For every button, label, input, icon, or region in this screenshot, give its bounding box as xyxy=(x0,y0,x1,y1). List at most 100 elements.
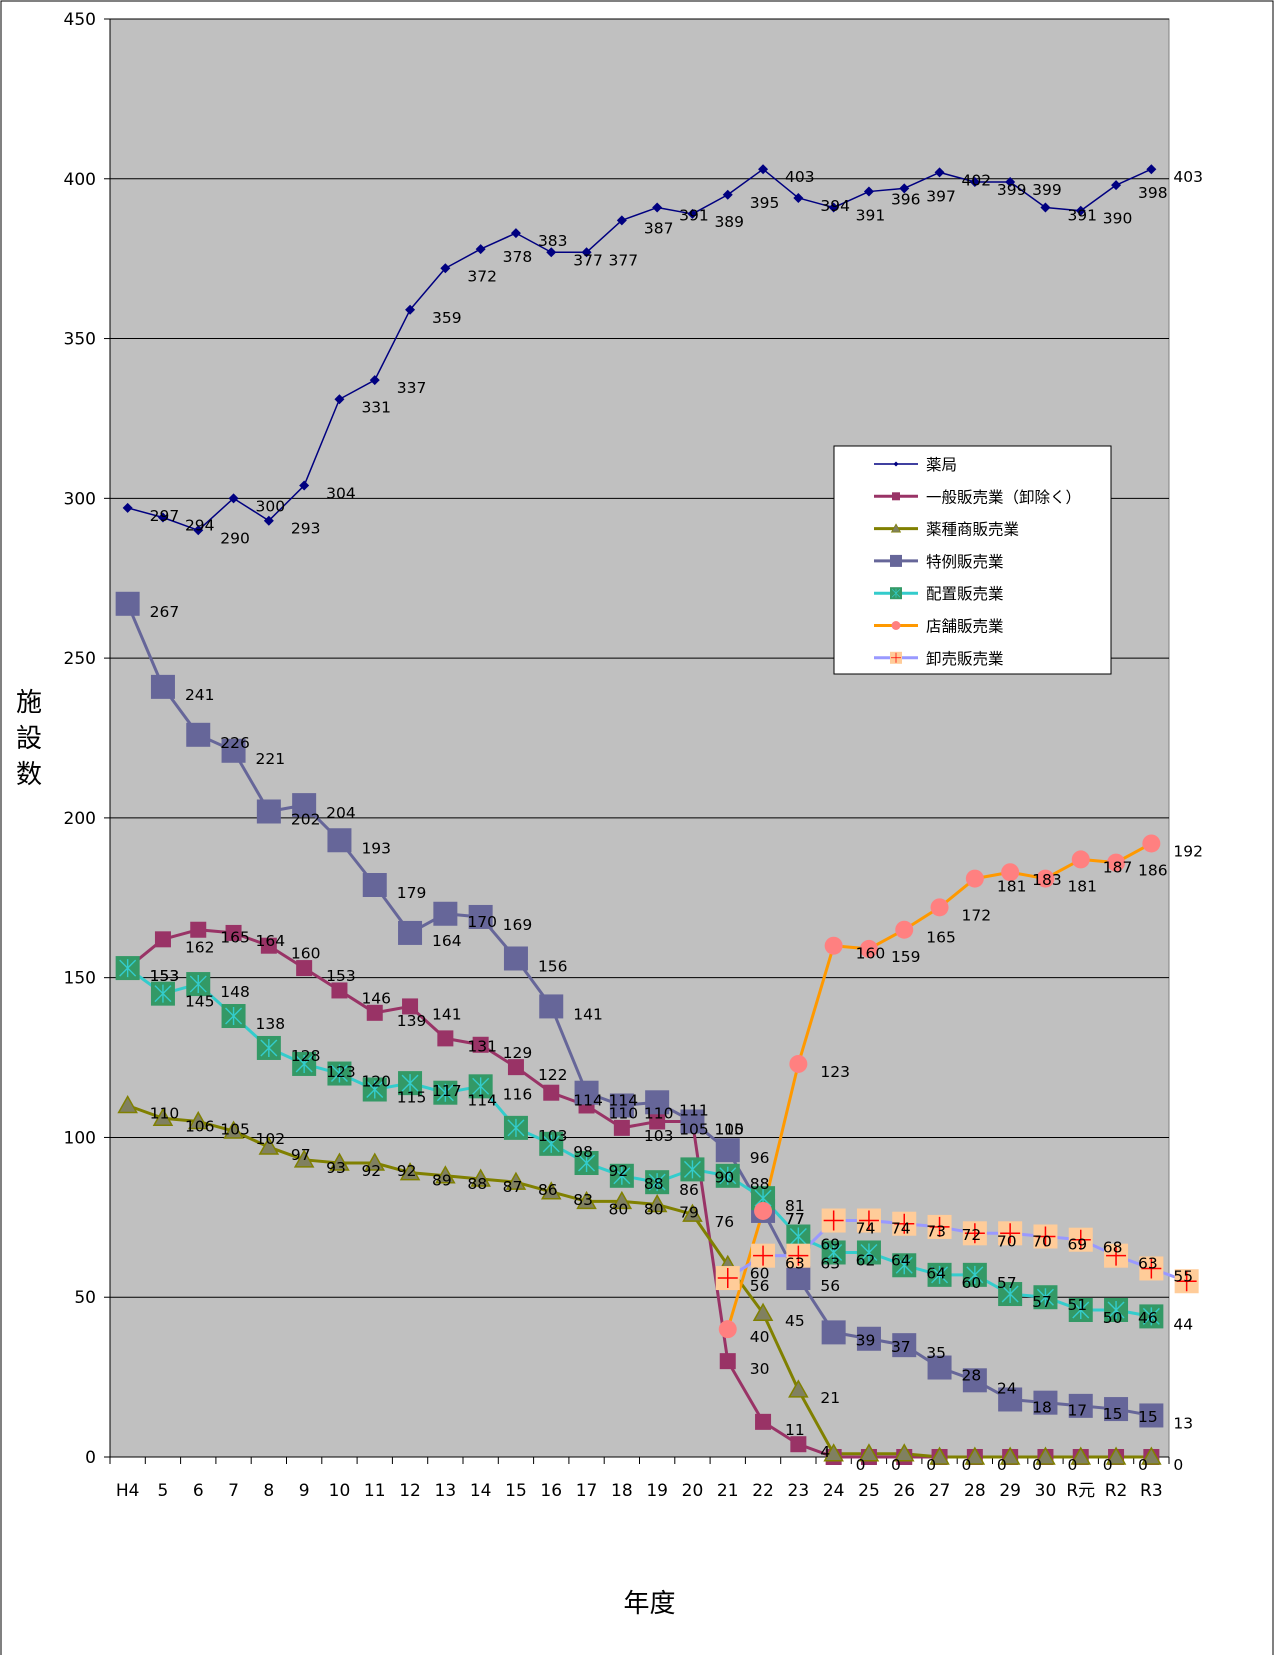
legend-label-0: 薬局 xyxy=(926,456,957,474)
data-point-s3-17 xyxy=(715,1138,740,1163)
data-label-s2-17: 60 xyxy=(750,1264,770,1282)
data-point-s4-29-cross xyxy=(1142,1307,1160,1326)
data-point-s3-0 xyxy=(115,591,140,616)
data-label-s2-19: 21 xyxy=(820,1389,840,1407)
data-point-s5-19 xyxy=(789,1054,808,1073)
x-tick-label-28: R2 xyxy=(1105,1481,1128,1501)
legend-label-2: 薬種商販売業 xyxy=(926,521,1019,539)
data-point-s2-11 xyxy=(505,1171,527,1190)
data-label-s3-19: 56 xyxy=(820,1277,840,1295)
data-point-s4-10 xyxy=(468,1074,493,1099)
data-point-s4-14-cross xyxy=(613,1166,631,1185)
data-label-s2-0: 110 xyxy=(150,1104,180,1122)
data-label-s1-0: 153 xyxy=(150,967,180,985)
legend-item-4: 配置販売業 xyxy=(874,585,1004,603)
data-label-s1-14: 103 xyxy=(644,1127,674,1145)
data-label-s3-10: 169 xyxy=(503,916,533,934)
legend-marker-0 xyxy=(893,461,899,467)
data-point-s3-22 xyxy=(892,1333,917,1358)
data-point-s4-19-cross xyxy=(789,1227,807,1246)
data-label-s0-3: 300 xyxy=(256,497,286,515)
data-label-s2-10: 87 xyxy=(503,1178,523,1196)
data-point-s0-0 xyxy=(122,502,133,513)
data-point-s0-1 xyxy=(157,512,168,523)
legend-marker-shape-6-cross xyxy=(891,652,901,663)
data-point-s6-23 xyxy=(927,1214,952,1239)
data-point-s4-15 xyxy=(645,1170,670,1195)
data-point-s3-1 xyxy=(150,674,175,699)
data-label-s4-7: 115 xyxy=(397,1089,427,1107)
data-label-s4-3: 138 xyxy=(256,1015,286,1033)
data-label-s1-5: 153 xyxy=(326,967,356,985)
data-point-s0-5 xyxy=(299,480,310,491)
y-axis-title: 施設数 xyxy=(16,688,42,790)
legend-marker-shape-4 xyxy=(890,587,902,600)
data-point-s0-29 xyxy=(1146,164,1157,175)
data-label-s0-18: 403 xyxy=(785,168,815,186)
data-label-s3-26: 17 xyxy=(1067,1402,1087,1420)
x-tick-label-13: 17 xyxy=(576,1481,598,1501)
data-label-s4-15: 86 xyxy=(679,1181,699,1199)
data-label-s3-22: 35 xyxy=(926,1344,946,1362)
data-point-s4-24 xyxy=(962,1262,987,1287)
y-axis-title-char: 数 xyxy=(16,760,42,790)
data-point-s0-4 xyxy=(263,515,274,526)
data-point-s4-5 xyxy=(292,1051,317,1076)
data-label-s4-21: 64 xyxy=(891,1251,911,1269)
data-point-s1-15 xyxy=(649,1113,666,1130)
data-point-s2-29 xyxy=(1141,1446,1162,1465)
data-point-s6-22-cross xyxy=(894,1213,915,1234)
data-label-s2-16: 76 xyxy=(714,1213,734,1231)
legend-marker-2 xyxy=(890,523,902,533)
data-label-s2-15: 79 xyxy=(679,1204,699,1222)
data-point-s6-22 xyxy=(892,1211,917,1236)
data-point-s0-22 xyxy=(899,183,910,194)
data-label-s2-12: 83 xyxy=(573,1191,593,1209)
data-label-s5-17: 40 xyxy=(750,1328,770,1346)
data-label-s1-16: 105 xyxy=(714,1120,744,1138)
data-point-s4-26 xyxy=(1033,1285,1058,1310)
data-point-s3-2 xyxy=(186,722,211,747)
data-label-s3-17: 96 xyxy=(750,1149,770,1167)
legend-item-5: 店舗販売業 xyxy=(874,618,1004,636)
data-label-s6-18: 63 xyxy=(785,1255,805,1273)
legend-marker-shape-3 xyxy=(890,554,902,567)
x-tick-label-12: 16 xyxy=(540,1481,562,1501)
data-label-s4-2: 148 xyxy=(220,983,250,1001)
x-tick-label-9: 13 xyxy=(435,1481,457,1501)
data-label-s4-22: 64 xyxy=(926,1264,946,1282)
data-point-s5-17 xyxy=(718,1320,737,1339)
data-point-s6-26 xyxy=(1033,1224,1058,1249)
data-label-s2-3: 102 xyxy=(256,1130,286,1148)
x-tick-label-0: H4 xyxy=(116,1481,140,1501)
x-tick-label-29: R3 xyxy=(1140,1481,1163,1501)
data-label-s4-10: 116 xyxy=(503,1085,533,1103)
legend-marker-shape-2 xyxy=(890,523,902,533)
legend-marker-3 xyxy=(890,554,902,567)
data-label-s3-18: 77 xyxy=(785,1210,805,1228)
data-point-s0-8 xyxy=(405,304,416,315)
data-point-s0-10 xyxy=(475,244,486,255)
data-label-s3-6: 193 xyxy=(361,839,391,857)
data-point-s4-9-cross xyxy=(436,1083,454,1102)
x-tick-label-17: 21 xyxy=(717,1481,739,1501)
data-point-s0-25 xyxy=(1005,176,1016,187)
x-tick-label-10: 14 xyxy=(470,1481,492,1501)
data-label-s3-15: 111 xyxy=(679,1101,709,1119)
data-label-s0-7: 337 xyxy=(397,379,427,397)
data-point-s4-1-cross xyxy=(154,984,172,1003)
data-label-s4-17: 88 xyxy=(750,1175,770,1193)
data-point-s3-25 xyxy=(998,1387,1023,1412)
legend-marker-shape-0 xyxy=(893,461,899,467)
data-point-s4-7 xyxy=(362,1077,387,1102)
data-point-s4-21 xyxy=(856,1240,881,1265)
data-point-s0-13 xyxy=(581,247,592,258)
data-point-s3-14 xyxy=(609,1093,634,1118)
data-point-s2-18 xyxy=(752,1302,774,1321)
data-point-s2-22 xyxy=(893,1443,915,1462)
legend-label-1: 一般販売業（卸除く） xyxy=(926,488,1081,506)
data-point-s0-2 xyxy=(193,525,204,536)
data-label-s4-18: 81 xyxy=(785,1197,805,1215)
